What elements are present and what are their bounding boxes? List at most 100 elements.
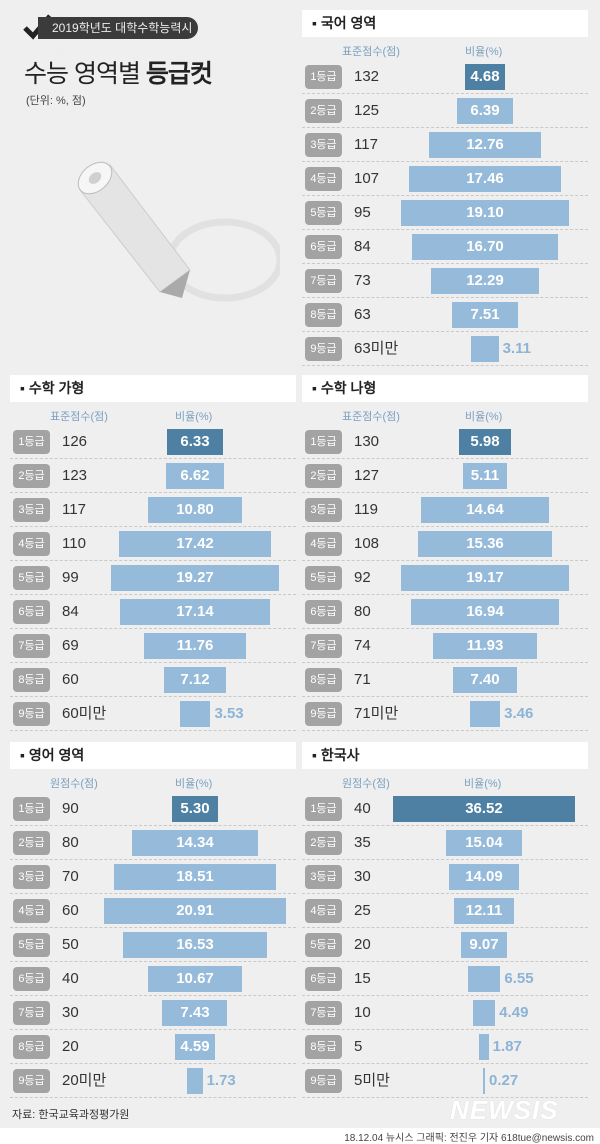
ratio-column-header: 비율(%)	[464, 778, 502, 790]
ratio-label: 5.98	[470, 433, 500, 450]
ratio-label: 12.11	[465, 902, 503, 919]
panel-title: ▪ 수학 가형	[10, 375, 296, 402]
grade-badge: 4등급	[305, 532, 342, 556]
ratio-bar	[452, 667, 518, 693]
grade-row: 4등급 107 17.46	[302, 162, 588, 196]
grade-row: 2등급 127 5.11	[302, 459, 588, 493]
panel-title: ▪ 수학 나형	[302, 375, 588, 402]
ratio-label: 17.42	[176, 535, 214, 552]
score-value: 60	[62, 671, 79, 688]
ratio-label: 7.40	[470, 671, 500, 688]
ratio-bar	[483, 1068, 485, 1094]
ratio-label: 5.11	[470, 467, 500, 484]
grade-row: 4등급 25 12.11	[302, 894, 588, 928]
score-column-header: 원점수(점)	[50, 778, 98, 790]
score-value: 71	[354, 671, 371, 688]
ratio-bar	[163, 667, 227, 693]
score-value: 40	[62, 970, 79, 987]
score-value: 40	[354, 800, 371, 817]
ratio-bar	[452, 302, 518, 328]
grade-row: 3등급 70 18.51	[10, 860, 296, 894]
ratio-bar	[471, 336, 499, 362]
ratio-bar	[457, 98, 513, 124]
grade-badge: 9등급	[305, 337, 342, 361]
score-value: 63	[354, 306, 371, 323]
ratio-bar	[429, 132, 541, 158]
grade-row: 8등급 60 7.12	[10, 663, 296, 697]
grade-badge: 4등급	[305, 899, 342, 923]
grade-row: 5등급 20 9.07	[302, 928, 588, 962]
grade-badge: 2등급	[305, 464, 342, 488]
grade-row: 9등급 20미만 1.73	[10, 1064, 296, 1098]
score-value: 110	[62, 535, 86, 552]
grade-badge: 1등급	[13, 797, 50, 821]
grade-row: 3등급 117 12.76	[302, 128, 588, 162]
grade-badge: 3등급	[305, 133, 342, 157]
ratio-bar	[458, 429, 512, 455]
ratio-label: 4.49	[499, 1004, 529, 1021]
grade-badge: 7등급	[305, 269, 342, 293]
score-value: 95	[354, 204, 371, 221]
grade-row: 7등급 69 11.76	[10, 629, 296, 663]
ratio-bar	[143, 633, 247, 659]
ratio-label: 16.53	[176, 936, 214, 953]
grade-row: 4등급 108 15.36	[302, 527, 588, 561]
grade-row: 4등급 60 20.91	[10, 894, 296, 928]
grade-row: 9등급 5미만 0.27	[302, 1064, 588, 1098]
grade-badge: 7등급	[13, 1001, 50, 1025]
grade-badge: 6등급	[305, 967, 342, 991]
score-column-header: 표준점수(점)	[50, 411, 108, 423]
ratio-bar	[167, 429, 223, 455]
ratio-bar	[187, 1068, 203, 1094]
grade-row: 1등급 130 5.98	[302, 425, 588, 459]
grade-badge: 8등급	[305, 303, 342, 327]
score-value: 60미만	[62, 705, 107, 722]
grade-row: 7등급 30 7.43	[10, 996, 296, 1030]
score-value: 80	[62, 834, 79, 851]
ratio-bar	[401, 200, 569, 226]
ratio-bar	[410, 599, 560, 625]
chart-panel: ▪ 한국사 원점수(점) 비율(%) 1등급 40 36.52 2등급 35 15.…	[302, 742, 588, 1102]
ratio-bar	[420, 497, 550, 523]
ratio-label: 3.53	[214, 705, 244, 722]
grade-row: 1등급 132 4.68	[302, 60, 588, 94]
ratio-bar	[166, 463, 224, 489]
score-value: 20미만	[62, 1072, 107, 1089]
grade-badge: 9등급	[13, 702, 50, 726]
grade-row: 2등급 123 6.62	[10, 459, 296, 493]
grade-badge: 8등급	[13, 1035, 50, 1059]
grade-row: 6등급 84 17.14	[10, 595, 296, 629]
score-value: 25	[354, 902, 371, 919]
score-value: 90	[62, 800, 79, 817]
source-note: 자료: 한국교육과정평가원	[12, 1109, 130, 1121]
ratio-bar	[392, 796, 576, 822]
ratio-bar	[461, 932, 507, 958]
panel-title: ▪ 영어 영역	[10, 742, 296, 769]
grade-row: 9등급 60미만 3.53	[10, 697, 296, 731]
grade-row: 8등급 5 1.87	[302, 1030, 588, 1064]
ratio-label: 5.30	[180, 800, 210, 817]
score-value: 125	[354, 102, 380, 119]
ratio-bar	[408, 166, 562, 192]
ratio-bar	[431, 268, 539, 294]
grade-row: 5등급 95 19.10	[302, 196, 588, 230]
score-value: 35	[354, 834, 371, 851]
grade-row: 8등급 20 4.59	[10, 1030, 296, 1064]
credit-line: 18.12.04 뉴시스 그래픽: 전진우 기자 618tue@newsis.c…	[344, 1133, 594, 1144]
ratio-bar	[174, 1034, 216, 1060]
score-column-header: 표준점수(점)	[342, 411, 400, 423]
score-value: 107	[354, 170, 380, 187]
grade-badge: 9등급	[13, 1069, 50, 1093]
score-value: 70	[62, 868, 79, 885]
grade-badge: 5등급	[305, 566, 342, 590]
grade-row: 4등급 110 17.42	[10, 527, 296, 561]
grade-row: 2등급 80 14.34	[10, 826, 296, 860]
grade-badge: 7등급	[305, 1001, 342, 1025]
ratio-label: 6.39	[470, 102, 500, 119]
grade-badge: 4등급	[13, 532, 50, 556]
ratio-label: 7.12	[180, 671, 210, 688]
ratio-label: 12.76	[466, 136, 504, 153]
grade-badge: 3등급	[13, 498, 50, 522]
ratio-label: 19.27	[176, 569, 214, 586]
ratio-label: 7.51	[470, 306, 500, 323]
